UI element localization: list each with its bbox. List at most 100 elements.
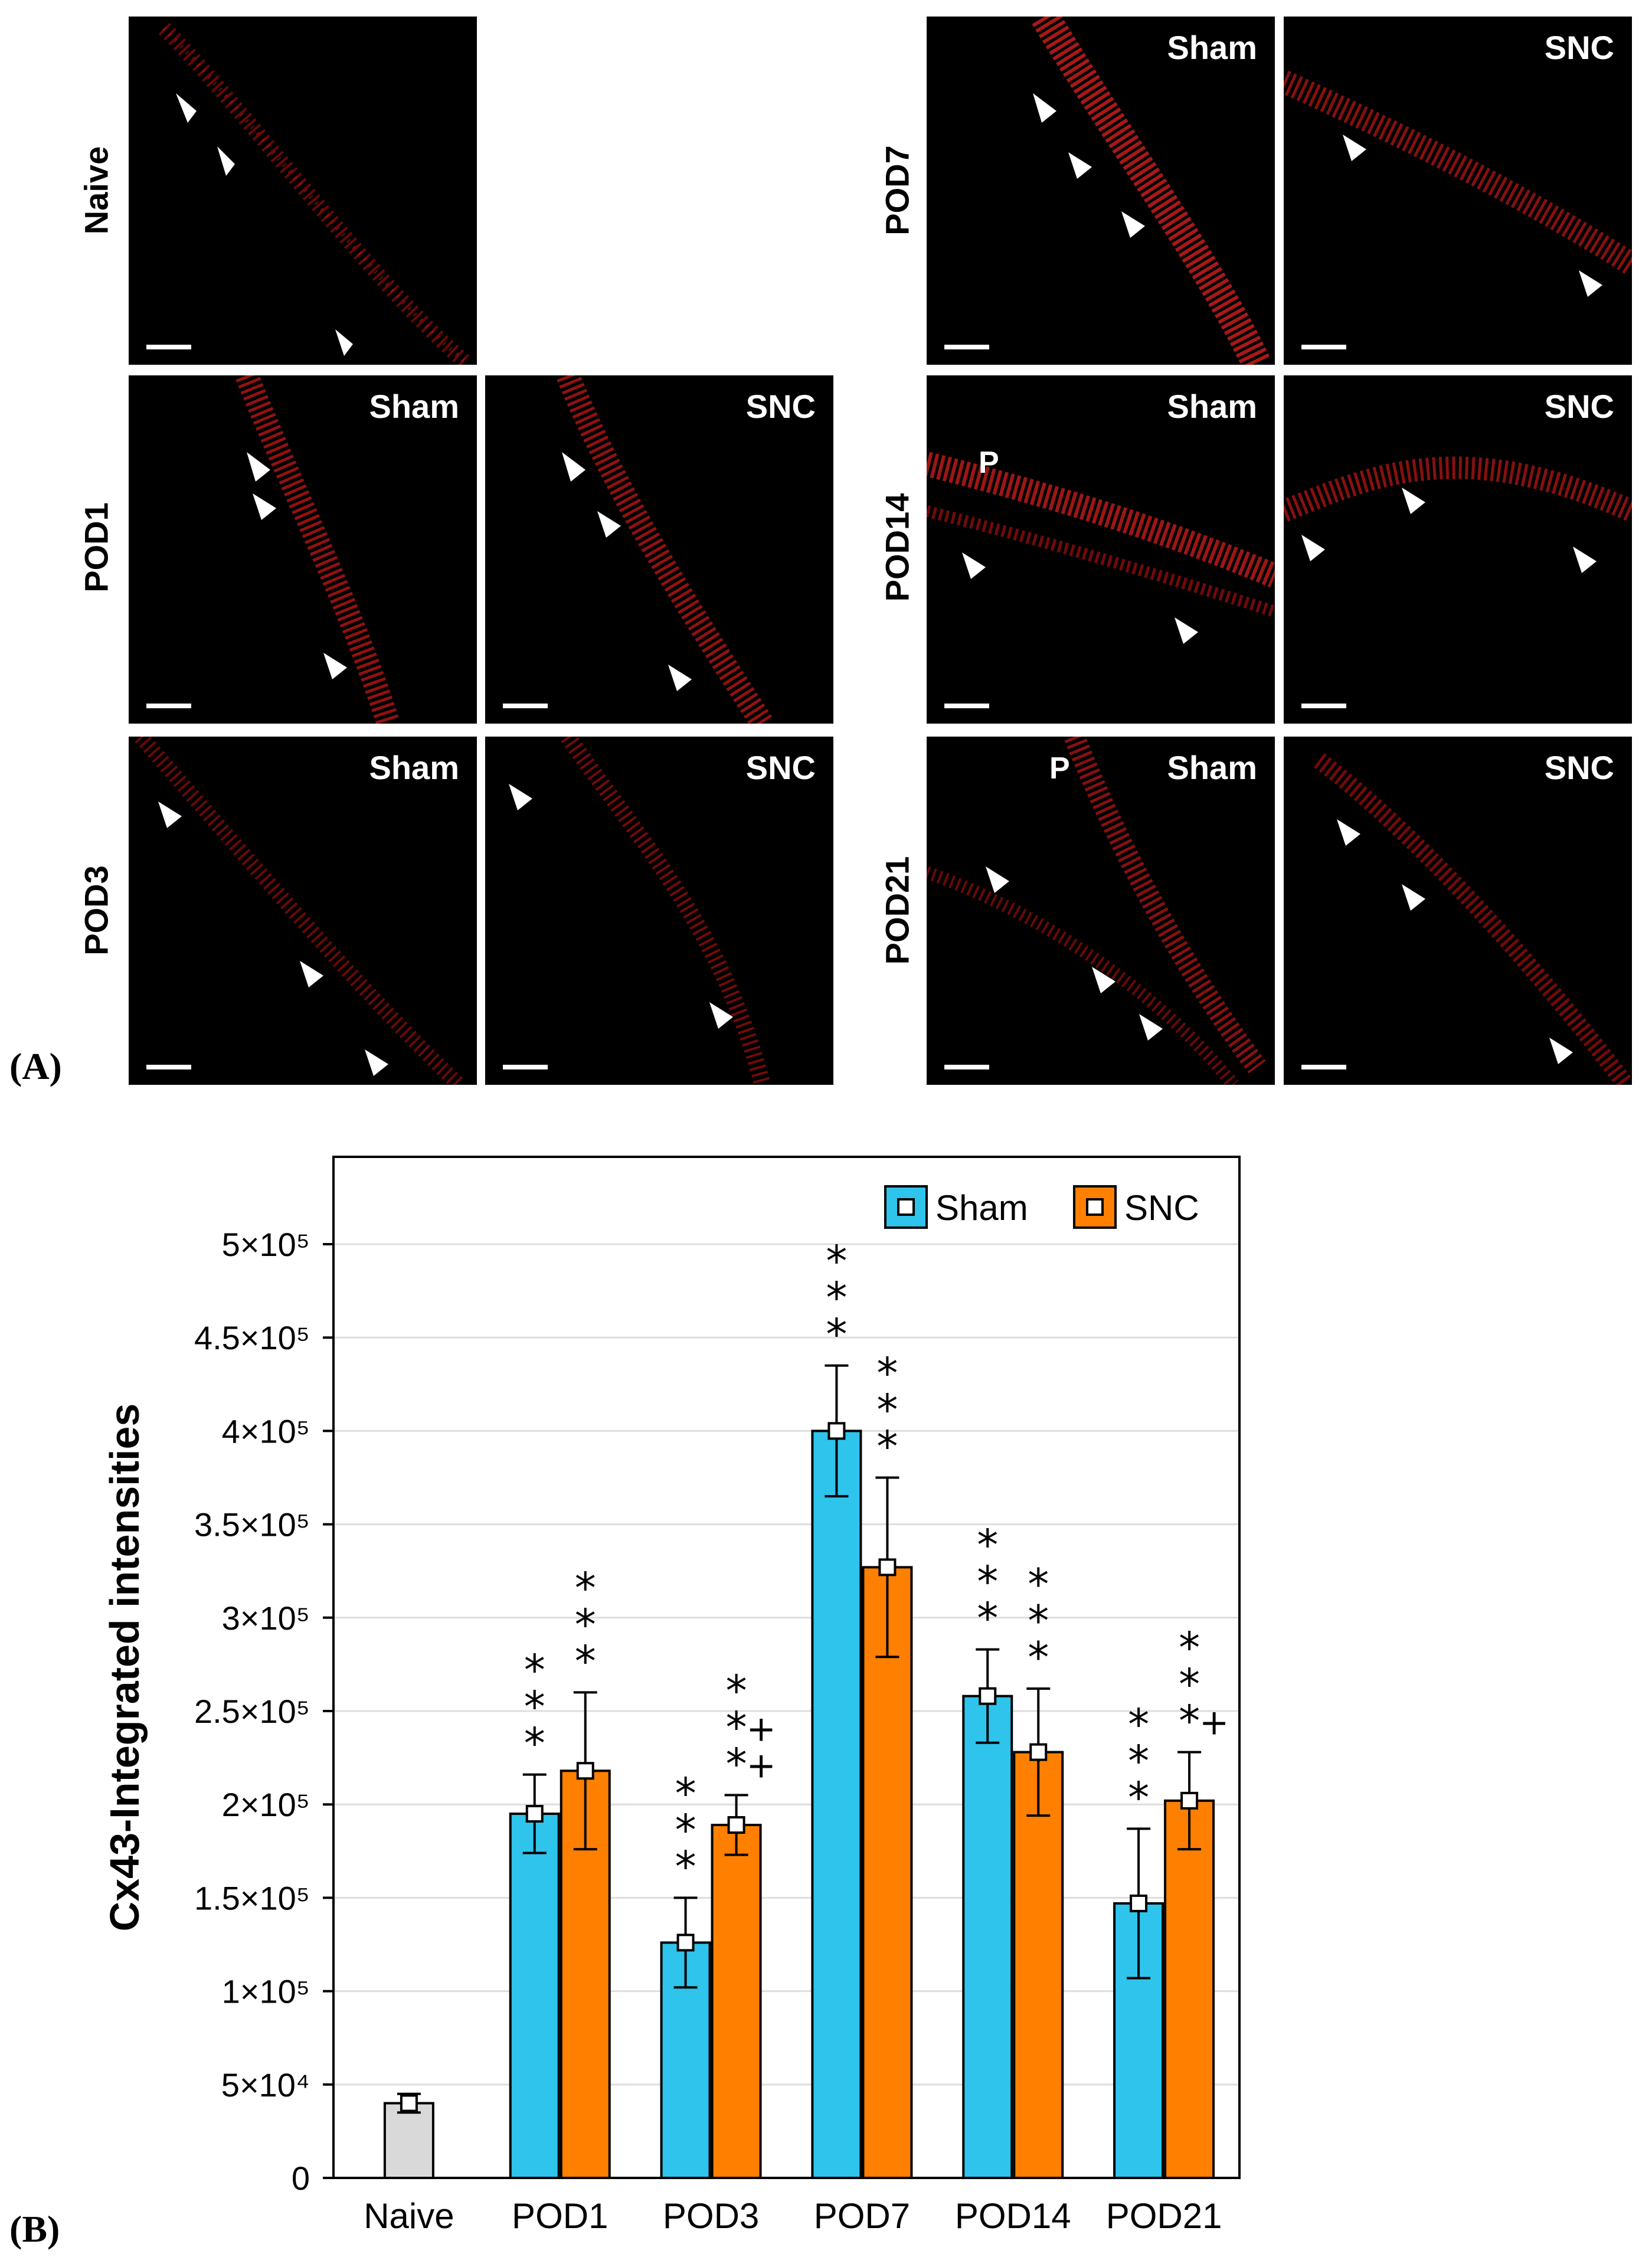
sham-bar <box>811 1430 862 2179</box>
scale-bar <box>503 704 548 708</box>
snc-significance-star: * <box>1179 1696 1200 1746</box>
condition-label-sham: Sham <box>369 749 460 786</box>
snc-significance-star: * <box>1028 1596 1049 1646</box>
legend-label: SNC <box>1124 1188 1199 1228</box>
snc-mean-marker <box>576 1762 594 1780</box>
x-tick-label: POD14 <box>955 2196 1071 2236</box>
sham-bar <box>962 1695 1013 2179</box>
micrograph-pod1-sham: Sham <box>129 375 477 724</box>
row-label-naive: Naive <box>77 146 115 235</box>
snc-bar <box>711 1824 762 2179</box>
y-tick-label: 4.5×10⁵ <box>194 1319 310 1356</box>
sham-mean-marker <box>827 1422 846 1440</box>
snc-mean-marker <box>1180 1791 1199 1810</box>
fiber-pod21-sham <box>927 737 1266 1085</box>
sham-significance-star: * <box>1128 1699 1149 1749</box>
scale-bar <box>944 1065 989 1069</box>
sham-significance-star: * <box>675 1768 696 1818</box>
sham-significance-star: * <box>826 1237 847 1286</box>
scale-bar <box>944 704 989 708</box>
fiber-pod21-snc <box>1313 753 1632 1085</box>
micrograph-pod1-snc: SNC <box>485 375 833 724</box>
scale-bar <box>503 1065 548 1069</box>
snc-significance-plus: + <box>746 1745 776 1786</box>
sham-significance-star: * <box>524 1682 545 1732</box>
sham-significance-star: * <box>977 1520 998 1570</box>
scale-bar <box>1301 704 1346 708</box>
snc-significance-star: * <box>1028 1633 1049 1682</box>
bars: *** *********++*************** ***+ <box>383 1237 1229 2180</box>
y-tick-label: 3×10⁵ <box>222 1599 310 1637</box>
legend: Sham SNC <box>884 1185 1199 1229</box>
snc-significance-star: * <box>1179 1623 1200 1673</box>
plot-frame <box>332 1156 1241 2179</box>
sham-significance-star: * <box>1128 1736 1149 1785</box>
snc-mean-marker <box>878 1558 897 1576</box>
fiber-pod1-sham <box>235 375 400 724</box>
snc-significance-star: * <box>726 1739 747 1788</box>
sham-mean-marker <box>676 1934 695 1952</box>
micrograph-pod7-sham: Sham <box>927 17 1275 365</box>
snc-significance-star: * <box>876 1385 898 1435</box>
y-tick-label: 3.5×10⁵ <box>194 1506 310 1543</box>
fiber-pod7-sham <box>1032 17 1271 365</box>
snc-significance-plus: + <box>746 1708 776 1749</box>
sham-significance-star: * <box>826 1310 847 1359</box>
legend-marker <box>897 1198 915 1216</box>
x-tick-label: POD7 <box>814 2196 910 2236</box>
legend-label: Sham <box>935 1188 1028 1228</box>
snc-significance-star: * <box>575 1599 596 1649</box>
x-axis-labels: Naive POD1 POD3 POD7 POD14 POD21 <box>364 2196 1222 2236</box>
condition-label-snc: SNC <box>745 388 816 425</box>
micrograph-pod14-snc: SNC <box>1284 375 1632 724</box>
y-tick-label: 4×10⁵ <box>222 1412 310 1450</box>
y-tick-label: 2×10⁵ <box>222 1786 310 1823</box>
sham-significance-star: * <box>1128 1772 1149 1822</box>
bar-chart: 0 5×10⁴ 1×10⁵ 1.5×10⁵ 2×10⁵ 2.5×10⁵ 3×10⁵ 3.5×1… <box>102 1156 1241 2236</box>
micrograph-pod7-snc: SNC <box>1284 17 1632 365</box>
snc-significance-star: * <box>876 1349 898 1398</box>
snc-significance-star: * <box>726 1702 747 1752</box>
legend-marker <box>1086 1198 1104 1216</box>
micrograph-pod14-sham: P Sham <box>927 375 1275 724</box>
fiber-pod7-snc <box>1284 70 1632 297</box>
sham-significance-star: * <box>675 1841 696 1891</box>
condition-label-sham: Sham <box>1167 388 1258 425</box>
x-tick-label: POD1 <box>512 2196 608 2236</box>
condition-label-snc: SNC <box>1544 388 1614 425</box>
micrograph-pod3-snc: SNC <box>485 737 833 1085</box>
snc-significance-star: * <box>1179 1660 1200 1709</box>
condition-label-snc: SNC <box>1544 29 1614 66</box>
row-label-pod14: POD14 <box>878 493 916 602</box>
sham-significance-star: * <box>977 1557 998 1607</box>
micrograph-pod21-sham: P Sham <box>927 737 1275 1085</box>
sham-bar <box>509 1813 560 2179</box>
micrograph-pod3-sham: Sham <box>129 737 477 1085</box>
row-label-pod21: POD21 <box>878 856 916 965</box>
y-axis-ticks: 0 5×10⁴ 1×10⁵ 1.5×10⁵ 2×10⁵ 2.5×10⁵ 3×10⁵ 3.5×1… <box>194 1226 333 2197</box>
snc-significance-star: * <box>1028 1559 1049 1609</box>
fiber-pod1-snc <box>557 375 773 724</box>
panel-label-a: (A) <box>9 1045 62 1087</box>
row-label-pod7: POD7 <box>878 145 916 235</box>
y-tick-label: 1×10⁵ <box>222 1973 310 2010</box>
micrograph-pod21-snc: SNC <box>1284 737 1632 1085</box>
scale-bar <box>944 345 989 349</box>
fiber-pod14-sham <box>927 452 1275 644</box>
micrograph-naive <box>129 17 477 365</box>
panel-label-b: (B) <box>9 2208 60 2250</box>
y-tick-label: 5×10⁴ <box>221 2066 310 2104</box>
condition-label-snc: SNC <box>1544 749 1614 786</box>
y-tick-label: 0 <box>292 2160 310 2197</box>
y-tick-label: 5×10⁵ <box>222 1226 310 1263</box>
x-tick-label: Naive <box>364 2196 454 2236</box>
scale-bar <box>146 345 191 349</box>
sham-significance-star: * <box>524 1719 545 1768</box>
x-tick-label: POD21 <box>1106 2196 1222 2236</box>
y-tick-label: 1.5×10⁵ <box>194 1879 310 1916</box>
sham-significance-star: * <box>977 1594 998 1643</box>
y-tick-label: 2.5×10⁵ <box>194 1693 310 1730</box>
snc-significance-star: * <box>876 1422 898 1471</box>
condition-label-snc: SNC <box>745 749 816 786</box>
sham-significance-star: * <box>826 1273 847 1323</box>
